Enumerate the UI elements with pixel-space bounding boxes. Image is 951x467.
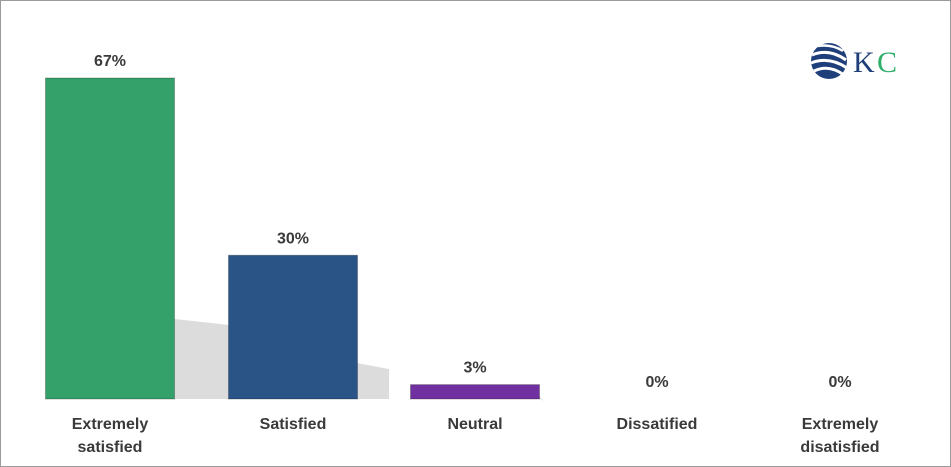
bar-satisfied (228, 254, 358, 400)
kc-logo: K C (810, 43, 897, 79)
logo-letter-k: K (853, 46, 875, 79)
value-label-extremely-satisfied: 67% (94, 53, 126, 70)
globe-icon (810, 43, 848, 79)
category-label-extremely-satisfied: Extremely satisfied (72, 416, 149, 456)
category-label-extremely-disatisfied: Extremely disatisfied (800, 416, 879, 456)
category-label-satisfied: Satisfied (260, 416, 327, 433)
bar-shadow-neutral (539, 395, 543, 402)
value-label-neutral: 3% (463, 360, 486, 377)
value-label-satisfied: 30% (277, 230, 309, 247)
bars (45, 77, 540, 400)
bar-shadow-satisfied (357, 363, 390, 399)
category-label-dissatified: Dissatified (617, 416, 698, 433)
bar-neutral (410, 384, 540, 400)
category-labels: Extremely satisfied Satisfied Neutral Dissat… (72, 416, 880, 456)
value-label-dissatified: 0% (645, 374, 668, 391)
bar-extremely-satisfied (45, 77, 175, 400)
category-label-neutral: Neutral (447, 416, 502, 433)
value-label-extremely-disatisfied: 0% (828, 374, 851, 391)
logo-letter-c: C (877, 46, 897, 79)
value-labels: 67% 30% 3% 0% 0% (94, 53, 852, 391)
bar-shadows (174, 319, 543, 402)
bar-shadow-extremely-satisfied (174, 319, 230, 399)
